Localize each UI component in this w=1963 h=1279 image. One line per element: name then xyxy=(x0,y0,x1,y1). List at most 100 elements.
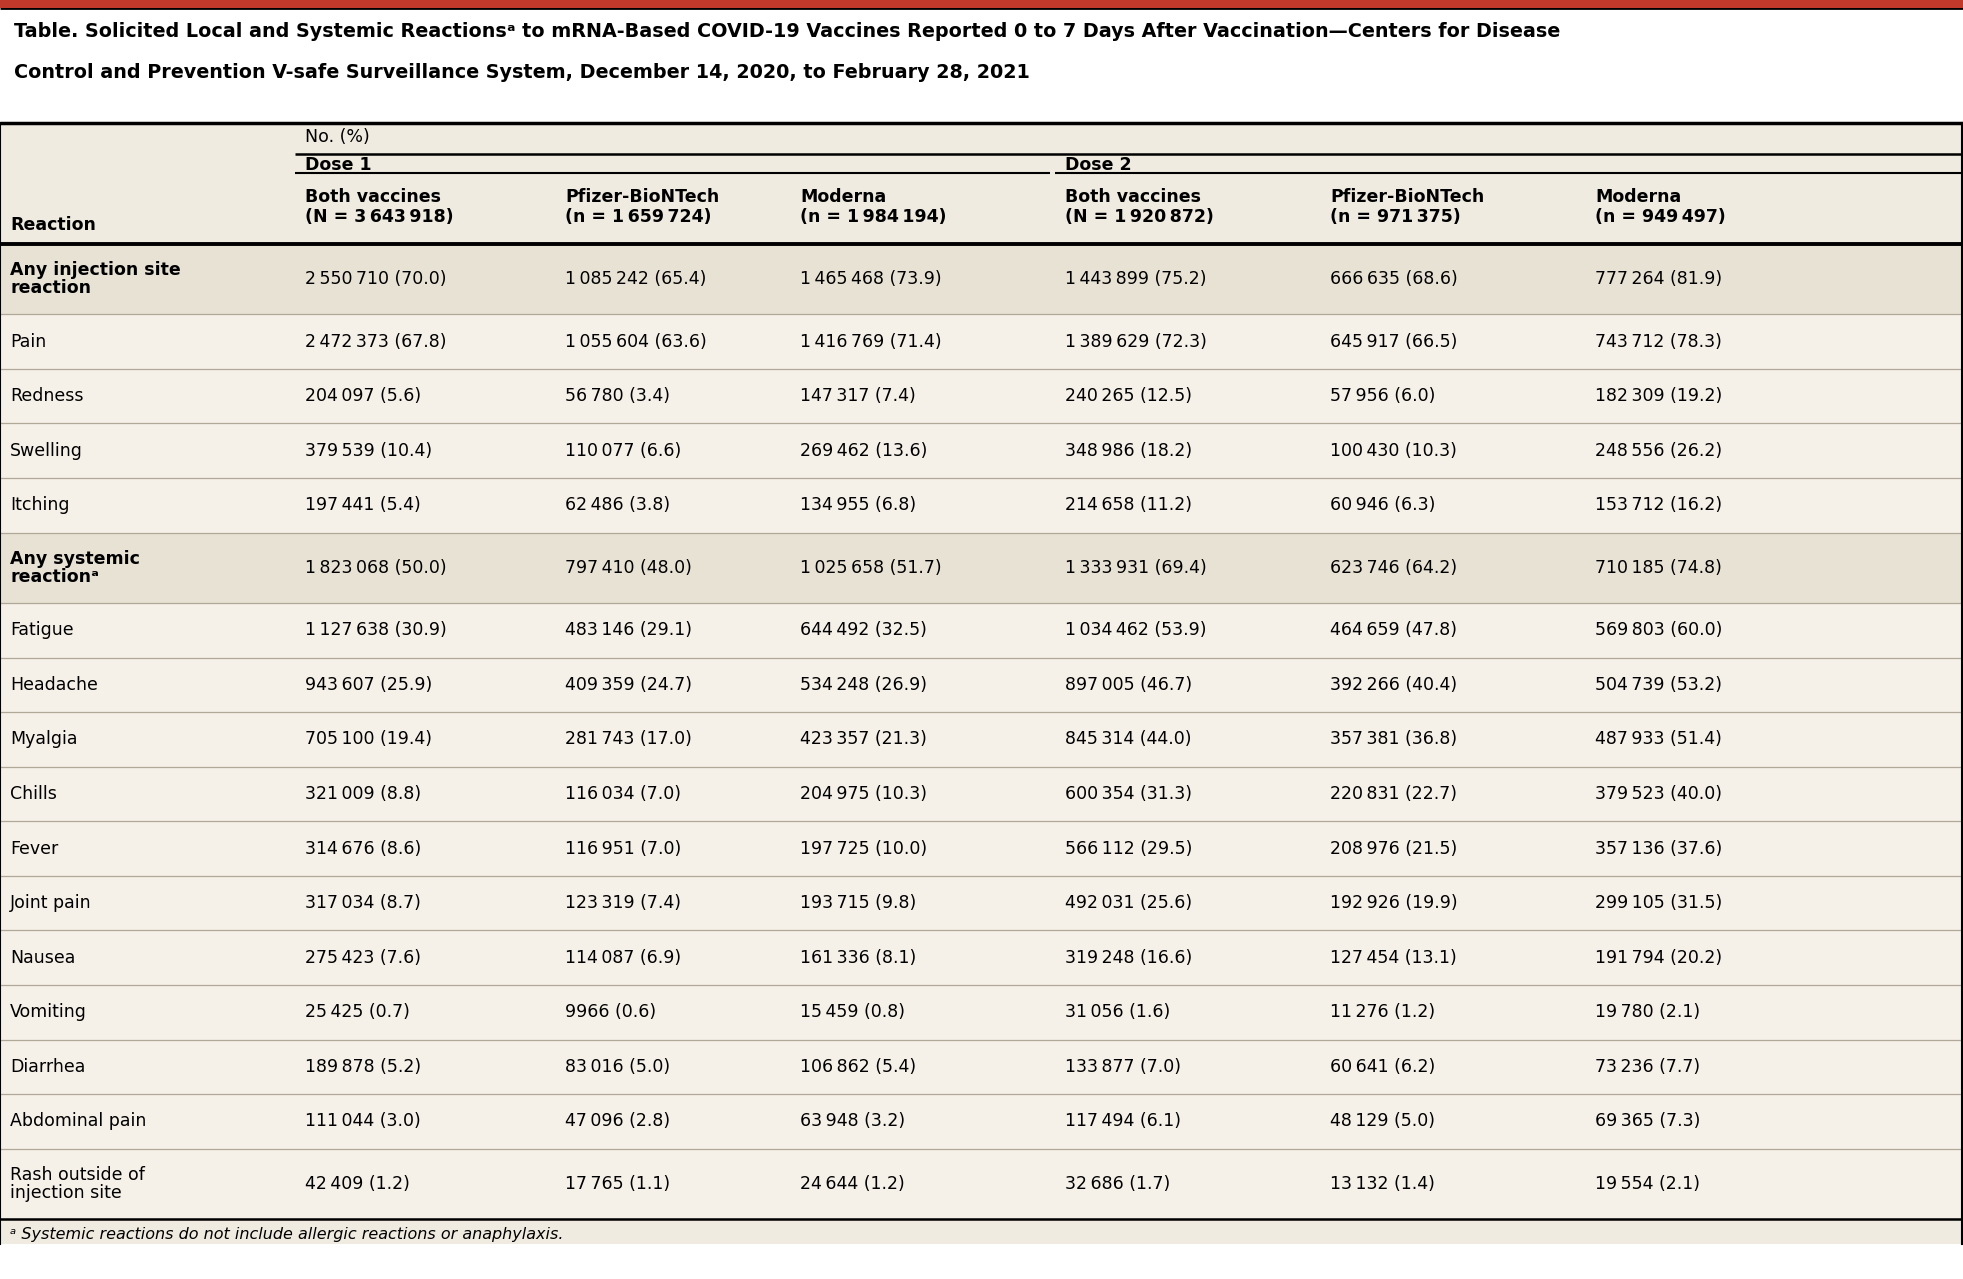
Bar xyxy=(0,876,1963,930)
Text: 197 441 (5.4): 197 441 (5.4) xyxy=(304,496,420,514)
Text: Any systemic: Any systemic xyxy=(10,550,139,568)
Text: 189 878 (5.2): 189 878 (5.2) xyxy=(304,1058,422,1076)
Text: (n = 949 497): (n = 949 497) xyxy=(1596,208,1725,226)
Text: 487 933 (51.4): 487 933 (51.4) xyxy=(1596,730,1722,748)
Text: 710 185 (74.8): 710 185 (74.8) xyxy=(1596,559,1722,577)
Text: 392 266 (40.4): 392 266 (40.4) xyxy=(1331,675,1457,693)
Text: 777 264 (81.9): 777 264 (81.9) xyxy=(1596,270,1722,288)
Text: 197 725 (10.0): 197 725 (10.0) xyxy=(801,839,927,857)
Bar xyxy=(0,930,1963,985)
Text: 9966 (0.6): 9966 (0.6) xyxy=(565,1003,656,1021)
Text: Swelling: Swelling xyxy=(10,441,82,459)
Text: 943 607 (25.9): 943 607 (25.9) xyxy=(304,675,432,693)
Text: 48 129 (5.0): 48 129 (5.0) xyxy=(1331,1113,1435,1131)
Text: 116 951 (7.0): 116 951 (7.0) xyxy=(565,839,681,857)
Bar xyxy=(0,985,1963,1040)
Text: Table. Solicited Local and Systemic Reactionsᵃ to mRNA-Based COVID-19 Vaccines R: Table. Solicited Local and Systemic Reac… xyxy=(14,22,1561,41)
Text: 1 055 604 (63.6): 1 055 604 (63.6) xyxy=(565,333,707,350)
Text: 220 831 (22.7): 220 831 (22.7) xyxy=(1331,785,1457,803)
Text: 106 862 (5.4): 106 862 (5.4) xyxy=(801,1058,917,1076)
Text: 666 635 (68.6): 666 635 (68.6) xyxy=(1331,270,1459,288)
Text: 24 644 (1.2): 24 644 (1.2) xyxy=(801,1175,905,1193)
Text: 269 462 (13.6): 269 462 (13.6) xyxy=(801,441,927,459)
Bar xyxy=(0,423,1963,478)
Text: Myalgia: Myalgia xyxy=(10,730,77,748)
Text: 57 956 (6.0): 57 956 (6.0) xyxy=(1331,388,1435,405)
Text: 379 523 (40.0): 379 523 (40.0) xyxy=(1596,785,1722,803)
Text: 317 034 (8.7): 317 034 (8.7) xyxy=(304,894,420,912)
Text: 600 354 (31.3): 600 354 (31.3) xyxy=(1066,785,1192,803)
Text: 566 112 (29.5): 566 112 (29.5) xyxy=(1066,839,1192,857)
Text: 357 136 (37.6): 357 136 (37.6) xyxy=(1596,839,1722,857)
Bar xyxy=(0,8,1963,123)
Text: 114 087 (6.9): 114 087 (6.9) xyxy=(565,949,681,967)
Text: Moderna: Moderna xyxy=(801,188,885,206)
Text: 153 712 (16.2): 153 712 (16.2) xyxy=(1596,496,1722,514)
Text: 1 465 468 (73.9): 1 465 468 (73.9) xyxy=(801,270,942,288)
Text: Itching: Itching xyxy=(10,496,69,514)
Text: 464 659 (47.8): 464 659 (47.8) xyxy=(1331,622,1457,640)
Bar xyxy=(0,123,1963,1244)
Text: 56 780 (3.4): 56 780 (3.4) xyxy=(565,388,669,405)
Text: 299 105 (31.5): 299 105 (31.5) xyxy=(1596,894,1722,912)
Text: 1 085 242 (65.4): 1 085 242 (65.4) xyxy=(565,270,707,288)
Text: 11 276 (1.2): 11 276 (1.2) xyxy=(1331,1003,1435,1021)
Text: 1 389 629 (72.3): 1 389 629 (72.3) xyxy=(1066,333,1207,350)
Text: 1 823 068 (50.0): 1 823 068 (50.0) xyxy=(304,559,448,577)
Text: 2 472 373 (67.8): 2 472 373 (67.8) xyxy=(304,333,446,350)
Text: (N = 3 643 918): (N = 3 643 918) xyxy=(304,208,453,226)
Text: 110 077 (6.6): 110 077 (6.6) xyxy=(565,441,681,459)
Text: 504 739 (53.2): 504 739 (53.2) xyxy=(1596,675,1722,693)
Text: 214 658 (11.2): 214 658 (11.2) xyxy=(1066,496,1192,514)
Text: 69 365 (7.3): 69 365 (7.3) xyxy=(1596,1113,1700,1131)
Text: 192 926 (19.9): 192 926 (19.9) xyxy=(1331,894,1459,912)
Text: Nausea: Nausea xyxy=(10,949,75,967)
Bar xyxy=(0,657,1963,712)
Text: Fever: Fever xyxy=(10,839,59,857)
Text: (n = 971 375): (n = 971 375) xyxy=(1331,208,1460,226)
Text: 62 486 (3.8): 62 486 (3.8) xyxy=(565,496,669,514)
Text: 116 034 (7.0): 116 034 (7.0) xyxy=(565,785,681,803)
Bar xyxy=(0,1094,1963,1149)
Text: 1 025 658 (51.7): 1 025 658 (51.7) xyxy=(801,559,942,577)
Text: 379 539 (10.4): 379 539 (10.4) xyxy=(304,441,432,459)
Text: 645 917 (66.5): 645 917 (66.5) xyxy=(1331,333,1457,350)
Text: 2 550 710 (70.0): 2 550 710 (70.0) xyxy=(304,270,446,288)
Text: 275 423 (7.6): 275 423 (7.6) xyxy=(304,949,420,967)
Text: Joint pain: Joint pain xyxy=(10,894,92,912)
Text: 1 443 899 (75.2): 1 443 899 (75.2) xyxy=(1066,270,1207,288)
Text: 1 034 462 (53.9): 1 034 462 (53.9) xyxy=(1066,622,1207,640)
Text: Rash outside of: Rash outside of xyxy=(10,1166,145,1184)
Text: Headache: Headache xyxy=(10,675,98,693)
Text: 161 336 (8.1): 161 336 (8.1) xyxy=(801,949,917,967)
Text: 127 454 (13.1): 127 454 (13.1) xyxy=(1331,949,1457,967)
Text: 47 096 (2.8): 47 096 (2.8) xyxy=(565,1113,669,1131)
Text: 423 357 (21.3): 423 357 (21.3) xyxy=(801,730,927,748)
Text: 483 146 (29.1): 483 146 (29.1) xyxy=(565,622,693,640)
Text: (N = 1 920 872): (N = 1 920 872) xyxy=(1066,208,1213,226)
Bar xyxy=(0,532,1963,602)
Text: 705 100 (19.4): 705 100 (19.4) xyxy=(304,730,432,748)
Text: 409 359 (24.7): 409 359 (24.7) xyxy=(565,675,693,693)
Text: 111 044 (3.0): 111 044 (3.0) xyxy=(304,1113,420,1131)
Text: 19 780 (2.1): 19 780 (2.1) xyxy=(1596,1003,1700,1021)
Text: reactionᵃ: reactionᵃ xyxy=(10,568,98,586)
Text: 63 948 (3.2): 63 948 (3.2) xyxy=(801,1113,905,1131)
Text: 60 946 (6.3): 60 946 (6.3) xyxy=(1331,496,1435,514)
Text: 1 127 638 (30.9): 1 127 638 (30.9) xyxy=(304,622,448,640)
Text: 17 765 (1.1): 17 765 (1.1) xyxy=(565,1175,669,1193)
Text: Moderna: Moderna xyxy=(1596,188,1680,206)
Text: 314 676 (8.6): 314 676 (8.6) xyxy=(304,839,422,857)
Text: 31 056 (1.6): 31 056 (1.6) xyxy=(1066,1003,1170,1021)
Text: 248 556 (26.2): 248 556 (26.2) xyxy=(1596,441,1722,459)
Text: 42 409 (1.2): 42 409 (1.2) xyxy=(304,1175,410,1193)
Text: (n = 1 659 724): (n = 1 659 724) xyxy=(565,208,711,226)
Text: Both vaccines: Both vaccines xyxy=(1066,188,1201,206)
Text: 83 016 (5.0): 83 016 (5.0) xyxy=(565,1058,669,1076)
Text: Fatigue: Fatigue xyxy=(10,622,75,640)
Text: 60 641 (6.2): 60 641 (6.2) xyxy=(1331,1058,1435,1076)
Text: Pfizer-BioNTech: Pfizer-BioNTech xyxy=(1331,188,1484,206)
Text: 204 097 (5.6): 204 097 (5.6) xyxy=(304,388,422,405)
Bar xyxy=(0,1040,1963,1094)
Text: 534 248 (26.9): 534 248 (26.9) xyxy=(801,675,927,693)
